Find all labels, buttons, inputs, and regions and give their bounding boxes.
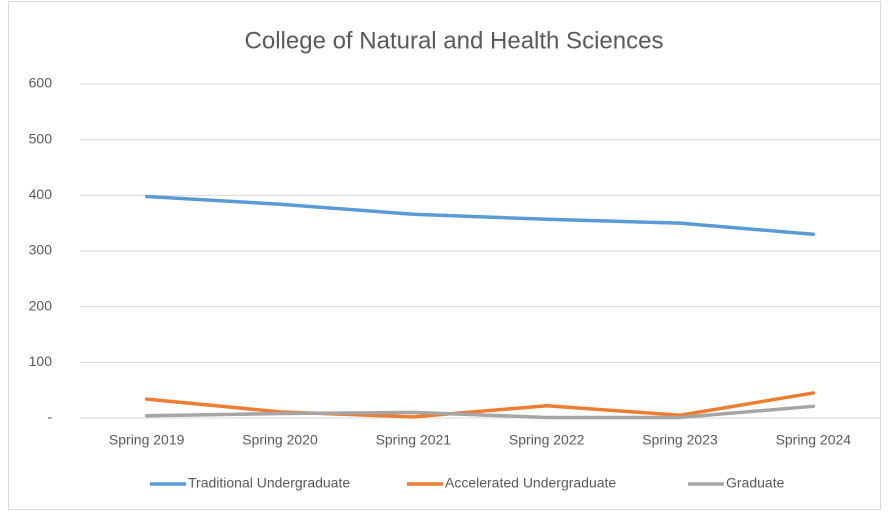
chart-border xyxy=(8,1,881,510)
y-tick-label: 300 xyxy=(29,242,53,258)
series-line xyxy=(144,391,816,419)
x-tick-label: Spring 2020 xyxy=(242,432,318,448)
chart-title: College of Natural and Health Sciences xyxy=(245,27,664,54)
x-tick-label: Spring 2023 xyxy=(642,432,718,448)
series-line xyxy=(144,194,816,237)
legend-label: Accelerated Undergraduate xyxy=(445,475,616,491)
y-tick-label: 200 xyxy=(29,297,53,313)
series-line xyxy=(144,404,816,420)
x-tick-label: Spring 2021 xyxy=(376,432,452,448)
y-tick-label: 400 xyxy=(29,186,53,202)
x-tick-label: Spring 2022 xyxy=(509,432,585,448)
y-tick-label: 100 xyxy=(29,353,53,369)
x-tick-label: Spring 2024 xyxy=(776,432,852,448)
y-tick-label: - xyxy=(47,409,52,425)
legend-label: Graduate xyxy=(726,475,785,491)
y-tick-label: 500 xyxy=(29,130,53,146)
legend-label: Traditional Undergraduate xyxy=(188,475,350,491)
x-tick-label: Spring 2019 xyxy=(109,432,185,448)
y-tick-label: 600 xyxy=(29,75,53,91)
